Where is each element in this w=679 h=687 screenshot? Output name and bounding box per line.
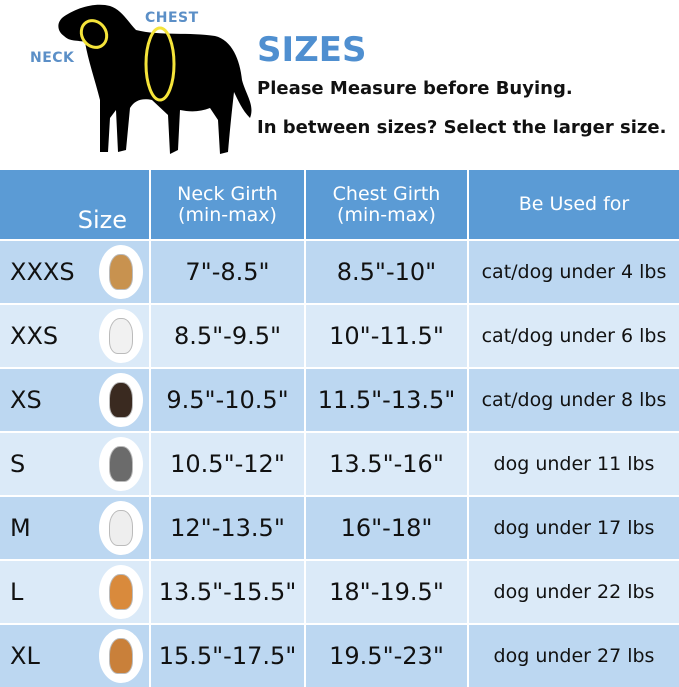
col-chest-title: Chest Girth [332, 182, 441, 205]
col-chest-girth: Chest Girth (min-max) [305, 170, 469, 240]
size-label: XS [10, 386, 42, 414]
dog-silhouette-icon [58, 4, 252, 155]
used-for-cell: dog under 11 lbs [468, 431, 679, 496]
page-title: SIZES [257, 30, 367, 70]
used-for-cell: cat/dog under 6 lbs [468, 303, 679, 368]
chest-girth-cell: 11.5"-13.5" [305, 367, 469, 432]
used-for-cell: dog under 22 lbs [468, 559, 679, 624]
used-for-cell: cat/dog under 4 lbs [468, 239, 679, 304]
size-cell: L [0, 559, 151, 624]
size-cell: XS [0, 367, 151, 432]
col-neck-girth: Neck Girth (min-max) [150, 170, 306, 240]
table-row: L 13.5"-15.5" 18"-19.5" dog under 22 lbs [0, 559, 679, 624]
neck-girth-cell: 15.5"-17.5" [150, 623, 306, 687]
chest-girth-cell: 8.5"-10" [305, 239, 469, 304]
chest-girth-cell: 13.5"-16" [305, 431, 469, 496]
table-row: S 10.5"-12" 13.5"-16" dog under 11 lbs [0, 431, 679, 496]
size-label: XXXS [10, 258, 75, 286]
dog-photo-icon [99, 373, 143, 427]
dog-photo-icon [99, 309, 143, 363]
size-cell: XL [0, 623, 151, 687]
size-cell: XXXS [0, 239, 151, 304]
size-label: XL [10, 642, 40, 670]
chest-girth-cell: 10"-11.5" [305, 303, 469, 368]
used-for-cell: dog under 27 lbs [468, 623, 679, 687]
table-row: M 12"-13.5" 16"-18" dog under 17 lbs [0, 495, 679, 560]
size-label: S [10, 450, 26, 478]
neck-girth-cell: 8.5"-9.5" [150, 303, 306, 368]
dog-photo-icon [99, 501, 143, 555]
chest-girth-cell: 16"-18" [305, 495, 469, 560]
table-row: XXS 8.5"-9.5" 10"-11.5" cat/dog under 6 lbs [0, 303, 679, 368]
chest-label: CHEST [145, 10, 199, 26]
col-neck-range: (min-max) [178, 203, 277, 226]
instruction-measure: Please Measure before Buying. [257, 78, 573, 99]
table-row: XS 9.5"-10.5" 11.5"-13.5" cat/dog under 8 l… [0, 367, 679, 432]
col-used-for: Be Used for [468, 170, 679, 240]
size-table: Size Neck Girth (min-max) Chest Girth (min… [0, 170, 679, 687]
neck-label: NECK [30, 50, 75, 66]
neck-girth-cell: 10.5"-12" [150, 431, 306, 496]
chest-girth-cell: 19.5"-23" [305, 623, 469, 687]
table-header-row: Size Neck Girth (min-max) Chest Girth (min… [0, 170, 679, 240]
table-row: XXXS 7"-8.5" 8.5"-10" cat/dog under 4 lbs [0, 239, 679, 304]
dog-photo-icon [99, 437, 143, 491]
col-size: Size [0, 170, 151, 240]
dog-photo-icon [99, 565, 143, 619]
neck-girth-cell: 13.5"-15.5" [150, 559, 306, 624]
col-neck-title: Neck Girth [177, 182, 278, 205]
size-cell: M [0, 495, 151, 560]
dog-photo-icon [99, 629, 143, 683]
col-chest-range: (min-max) [337, 203, 436, 226]
size-label: XXS [10, 322, 59, 350]
dog-photo-icon [99, 245, 143, 299]
used-for-cell: dog under 17 lbs [468, 495, 679, 560]
size-label: L [10, 578, 24, 606]
table-row: XL 15.5"-17.5" 19.5"-23" dog under 27 lbs [0, 623, 679, 687]
size-label: M [10, 514, 31, 542]
size-guide-header: NECK CHEST SIZES Please Measure before B… [0, 0, 679, 168]
instruction-in-between: In between sizes? Select the larger size… [257, 117, 667, 138]
neck-girth-cell: 7"-8.5" [150, 239, 306, 304]
used-for-cell: cat/dog under 8 lbs [468, 367, 679, 432]
size-cell: XXS [0, 303, 151, 368]
chest-girth-cell: 18"-19.5" [305, 559, 469, 624]
size-cell: S [0, 431, 151, 496]
neck-girth-cell: 9.5"-10.5" [150, 367, 306, 432]
neck-girth-cell: 12"-13.5" [150, 495, 306, 560]
